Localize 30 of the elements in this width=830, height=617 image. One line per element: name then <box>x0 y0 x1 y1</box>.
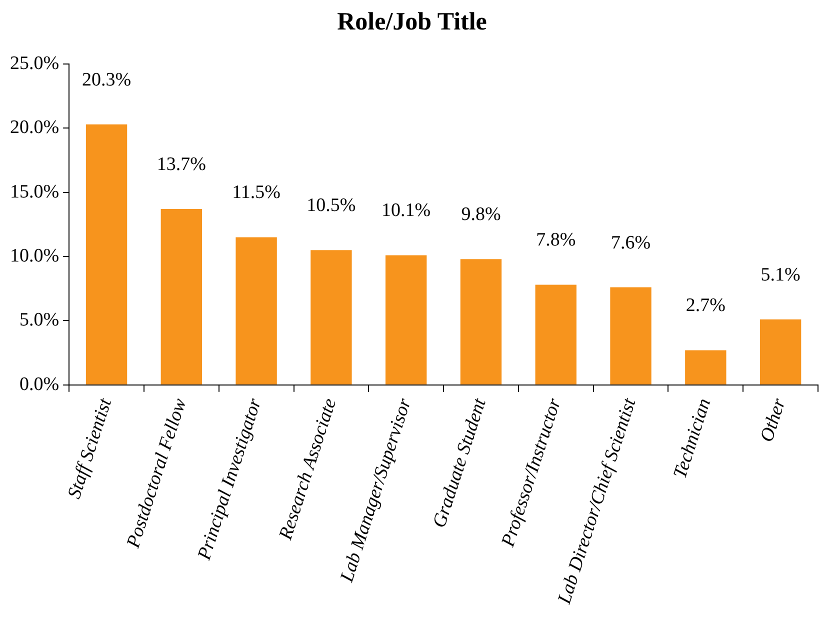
data-label: 9.8% <box>461 204 501 226</box>
y-tick-label: 0.0% <box>20 374 60 395</box>
bar <box>86 124 128 384</box>
bar <box>236 237 277 384</box>
x-tick-label: Staff Scientist <box>64 395 116 502</box>
y-tick-label: 10.0% <box>10 245 60 266</box>
bar <box>460 259 502 384</box>
data-label: 10.5% <box>306 195 356 216</box>
x-tick-label: Other <box>756 395 790 445</box>
y-tick-label: 15.0% <box>10 181 60 202</box>
y-tick-label: 25.0% <box>10 52 60 74</box>
bar <box>385 255 427 384</box>
bar <box>535 284 576 384</box>
bar <box>310 250 352 384</box>
bar <box>160 209 202 384</box>
data-label: 7.8% <box>536 230 576 251</box>
data-label: 10.1% <box>382 200 431 222</box>
x-tick-label: Graduate Student <box>428 395 491 530</box>
data-label: 2.7% <box>686 295 726 316</box>
data-label: 7.6% <box>610 232 651 254</box>
data-label: 13.7% <box>156 154 206 176</box>
y-tick-label: 20.0% <box>10 117 60 138</box>
bar <box>610 287 652 384</box>
data-label: 20.3% <box>82 69 132 90</box>
chart-title: Role/Job Title <box>337 8 487 36</box>
bar <box>760 319 802 384</box>
bar <box>685 350 726 384</box>
data-label: 11.5% <box>232 182 281 204</box>
data-label: 5.1% <box>760 264 801 286</box>
y-tick-label: 5.0% <box>20 310 60 331</box>
